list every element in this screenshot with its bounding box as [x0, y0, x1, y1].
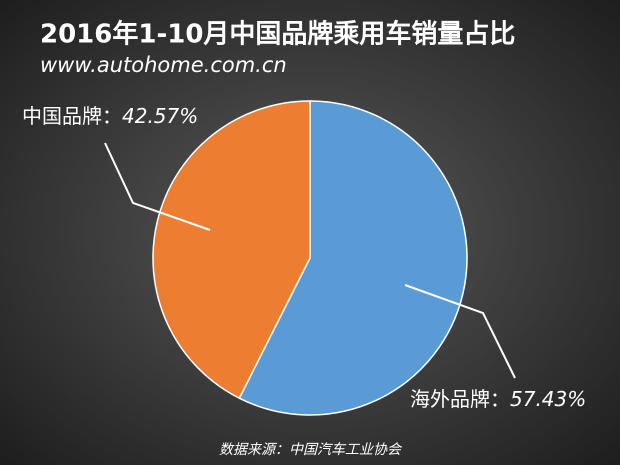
category-label: 海外品牌: [410, 387, 490, 411]
chart-subtitle: www.autohome.com.cn: [40, 53, 287, 77]
category-label: 中国品牌: [22, 104, 102, 128]
data-label: 海外品牌：57.43%: [410, 387, 586, 411]
leader-line: [104, 142, 211, 231]
pie-slice: [152, 100, 311, 400]
value-label: 57.43%: [510, 387, 586, 411]
source-note: 数据来源：中国汽车工业协会: [219, 442, 403, 458]
data-label: 中国品牌：42.57%: [22, 104, 198, 128]
pie-slice: [238, 100, 468, 416]
chart-title: 2016年1-10月中国品牌乘用车销量占比: [40, 19, 515, 50]
leader-line: [404, 284, 516, 379]
value-label: 42.57%: [122, 104, 198, 128]
label-separator: ：: [490, 387, 510, 411]
label-separator: ：: [102, 104, 122, 128]
